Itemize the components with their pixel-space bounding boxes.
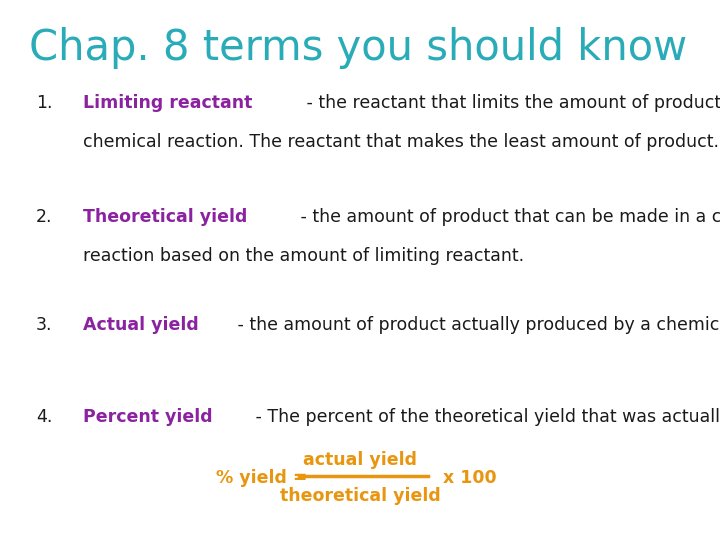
Text: theoretical yield: theoretical yield [279,487,441,505]
Text: % yield =: % yield = [216,469,307,487]
Text: x 100: x 100 [443,469,496,487]
Text: Theoretical yield: Theoretical yield [83,208,247,226]
Text: 2.: 2. [36,208,53,226]
Text: reaction based on the amount of limiting reactant.: reaction based on the amount of limiting… [83,247,524,265]
Text: Percent yield: Percent yield [83,408,212,426]
Text: Limiting reactant: Limiting reactant [83,94,252,112]
Text: actual yield: actual yield [303,451,417,469]
Text: 4.: 4. [36,408,53,426]
Text: Chap. 8 terms you should know: Chap. 8 terms you should know [29,27,687,69]
Text: - the amount of product actually produced by a chemical reaction.: - the amount of product actually produce… [232,316,720,334]
Text: 3.: 3. [36,316,53,334]
Text: - the amount of product that can be made in a chemical: - the amount of product that can be made… [295,208,720,226]
Text: Actual yield: Actual yield [83,316,199,334]
Text: 1.: 1. [36,94,53,112]
Text: - the reactant that limits the amount of product produced in a: - the reactant that limits the amount of… [302,94,720,112]
Text: - The percent of the theoretical yield that was actually obtained.: - The percent of the theoretical yield t… [250,408,720,426]
Text: chemical reaction. The reactant that makes the least amount of product.: chemical reaction. The reactant that mak… [83,133,719,151]
